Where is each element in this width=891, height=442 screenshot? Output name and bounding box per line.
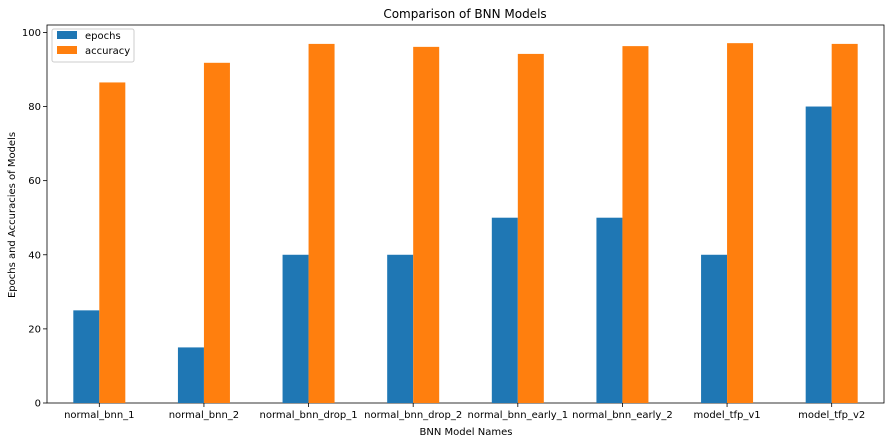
y-tick-label: 100 (22, 28, 41, 39)
y-axis-label: Epochs and Accuracies of Models (7, 132, 18, 298)
x-tick-label: normal_bnn_early_2 (572, 410, 673, 421)
bar-accuracy-model_tfp_v2 (831, 43, 858, 404)
bar-accuracy-model_tfp_v1 (727, 43, 754, 404)
legend-label-accuracy: accuracy (85, 46, 130, 57)
y-axis-ticks: 0 20 40 60 80 100 (22, 28, 47, 410)
bar-epochs-normal_bnn_early_1 (491, 217, 518, 403)
bar-accuracy-normal_bnn_1 (99, 82, 126, 404)
legend-swatch-accuracy (57, 46, 77, 54)
bars (73, 43, 858, 404)
bar-accuracy-normal_bnn_2 (203, 62, 230, 404)
bar-epochs-normal_bnn_drop_1 (282, 254, 309, 403)
y-tick-label: 40 (28, 250, 41, 261)
legend-label-epochs: epochs (85, 31, 121, 42)
bar-accuracy-normal_bnn_drop_1 (308, 43, 335, 404)
x-tick-label: model_tfp_v2 (798, 410, 865, 421)
x-tick-label: normal_bnn_2 (169, 410, 239, 421)
bar-epochs-model_tfp_v2 (805, 106, 832, 403)
bar-epochs-normal_bnn_early_2 (596, 217, 623, 403)
bar-epochs-normal_bnn_drop_2 (387, 254, 414, 403)
legend: epochs accuracy (51, 28, 135, 63)
x-tick-label: normal_bnn_early_1 (468, 410, 569, 421)
bar-accuracy-normal_bnn_early_2 (622, 46, 649, 403)
x-tick-label: normal_bnn_1 (64, 410, 134, 421)
bar-epochs-normal_bnn_2 (177, 347, 204, 403)
bar-accuracy-normal_bnn_early_1 (517, 53, 544, 403)
y-tick-label: 0 (35, 399, 41, 410)
y-tick-label: 20 (28, 324, 41, 335)
x-tick-label: model_tfp_v1 (693, 410, 760, 421)
plot-area (46, 24, 885, 404)
bar-epochs-model_tfp_v1 (701, 254, 728, 403)
x-axis-label: BNN Model Names (420, 427, 513, 438)
bar-accuracy-normal_bnn_drop_2 (413, 46, 440, 403)
chart-title: Comparison of BNN Models (383, 7, 546, 21)
x-tick-label: normal_bnn_drop_1 (259, 410, 357, 421)
legend-swatch-epochs (57, 31, 77, 39)
x-tick-label: normal_bnn_drop_2 (364, 410, 462, 421)
y-tick-label: 60 (28, 176, 41, 187)
plot-frame (46, 24, 885, 404)
bar-epochs-normal_bnn_1 (73, 310, 100, 403)
x-axis-ticks: normal_bnn_1 normal_bnn_2 normal_bnn_drop_… (64, 403, 865, 421)
y-tick-label: 80 (28, 102, 41, 113)
